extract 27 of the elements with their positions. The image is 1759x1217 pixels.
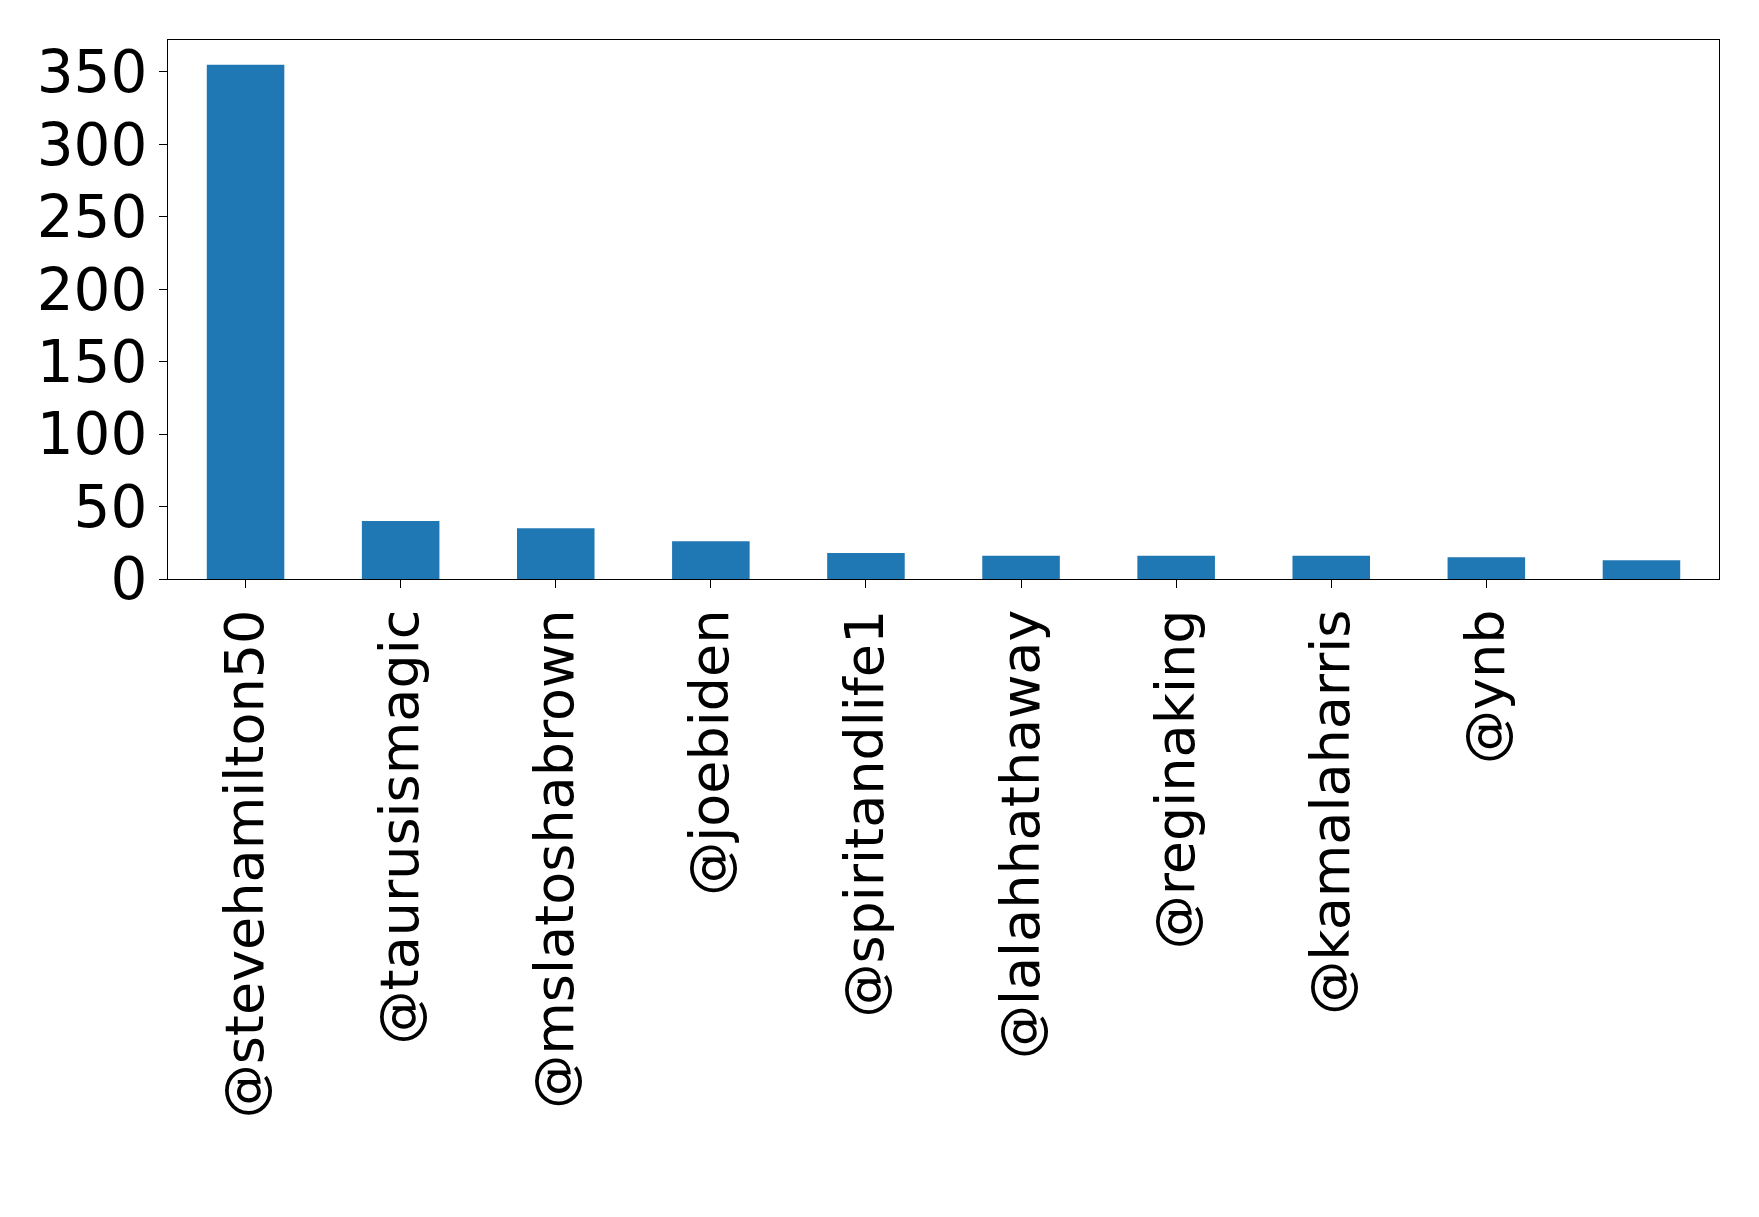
x-tick-label: @lalahhathaway [988, 609, 1052, 1060]
x-tick-label: @mslatoshabrown [523, 609, 587, 1109]
x-tick-label: @joebiden [678, 609, 742, 896]
y-tick-label: 150 [36, 327, 148, 396]
y-tick-label: 50 [73, 472, 148, 541]
y-tick-label: 0 [110, 545, 148, 614]
bar [672, 541, 750, 579]
bar [1292, 555, 1371, 579]
bar [1137, 555, 1215, 579]
x-tick-label: @ynb [1453, 609, 1517, 765]
bar [361, 521, 440, 579]
bar [516, 528, 595, 579]
y-tick-label: 200 [36, 255, 148, 324]
y-tick-label: 250 [36, 183, 148, 252]
bar [206, 64, 285, 579]
x-tick-label: @spiritandlife1 [833, 609, 897, 1018]
bar [1602, 560, 1681, 579]
x-tick-label: @taurusismagic [368, 609, 432, 1045]
y-tick-label: 100 [36, 400, 148, 469]
y-tick-label: 300 [36, 110, 148, 179]
bar [982, 555, 1060, 579]
bar [1447, 557, 1526, 579]
x-tick-label: @reginaking [1143, 609, 1207, 950]
y-tick-label: 350 [36, 38, 148, 107]
x-tick-label: @kamalaharris [1298, 609, 1362, 1015]
x-tick-label: @stevehamilton50 [213, 609, 277, 1119]
bar [827, 552, 905, 579]
